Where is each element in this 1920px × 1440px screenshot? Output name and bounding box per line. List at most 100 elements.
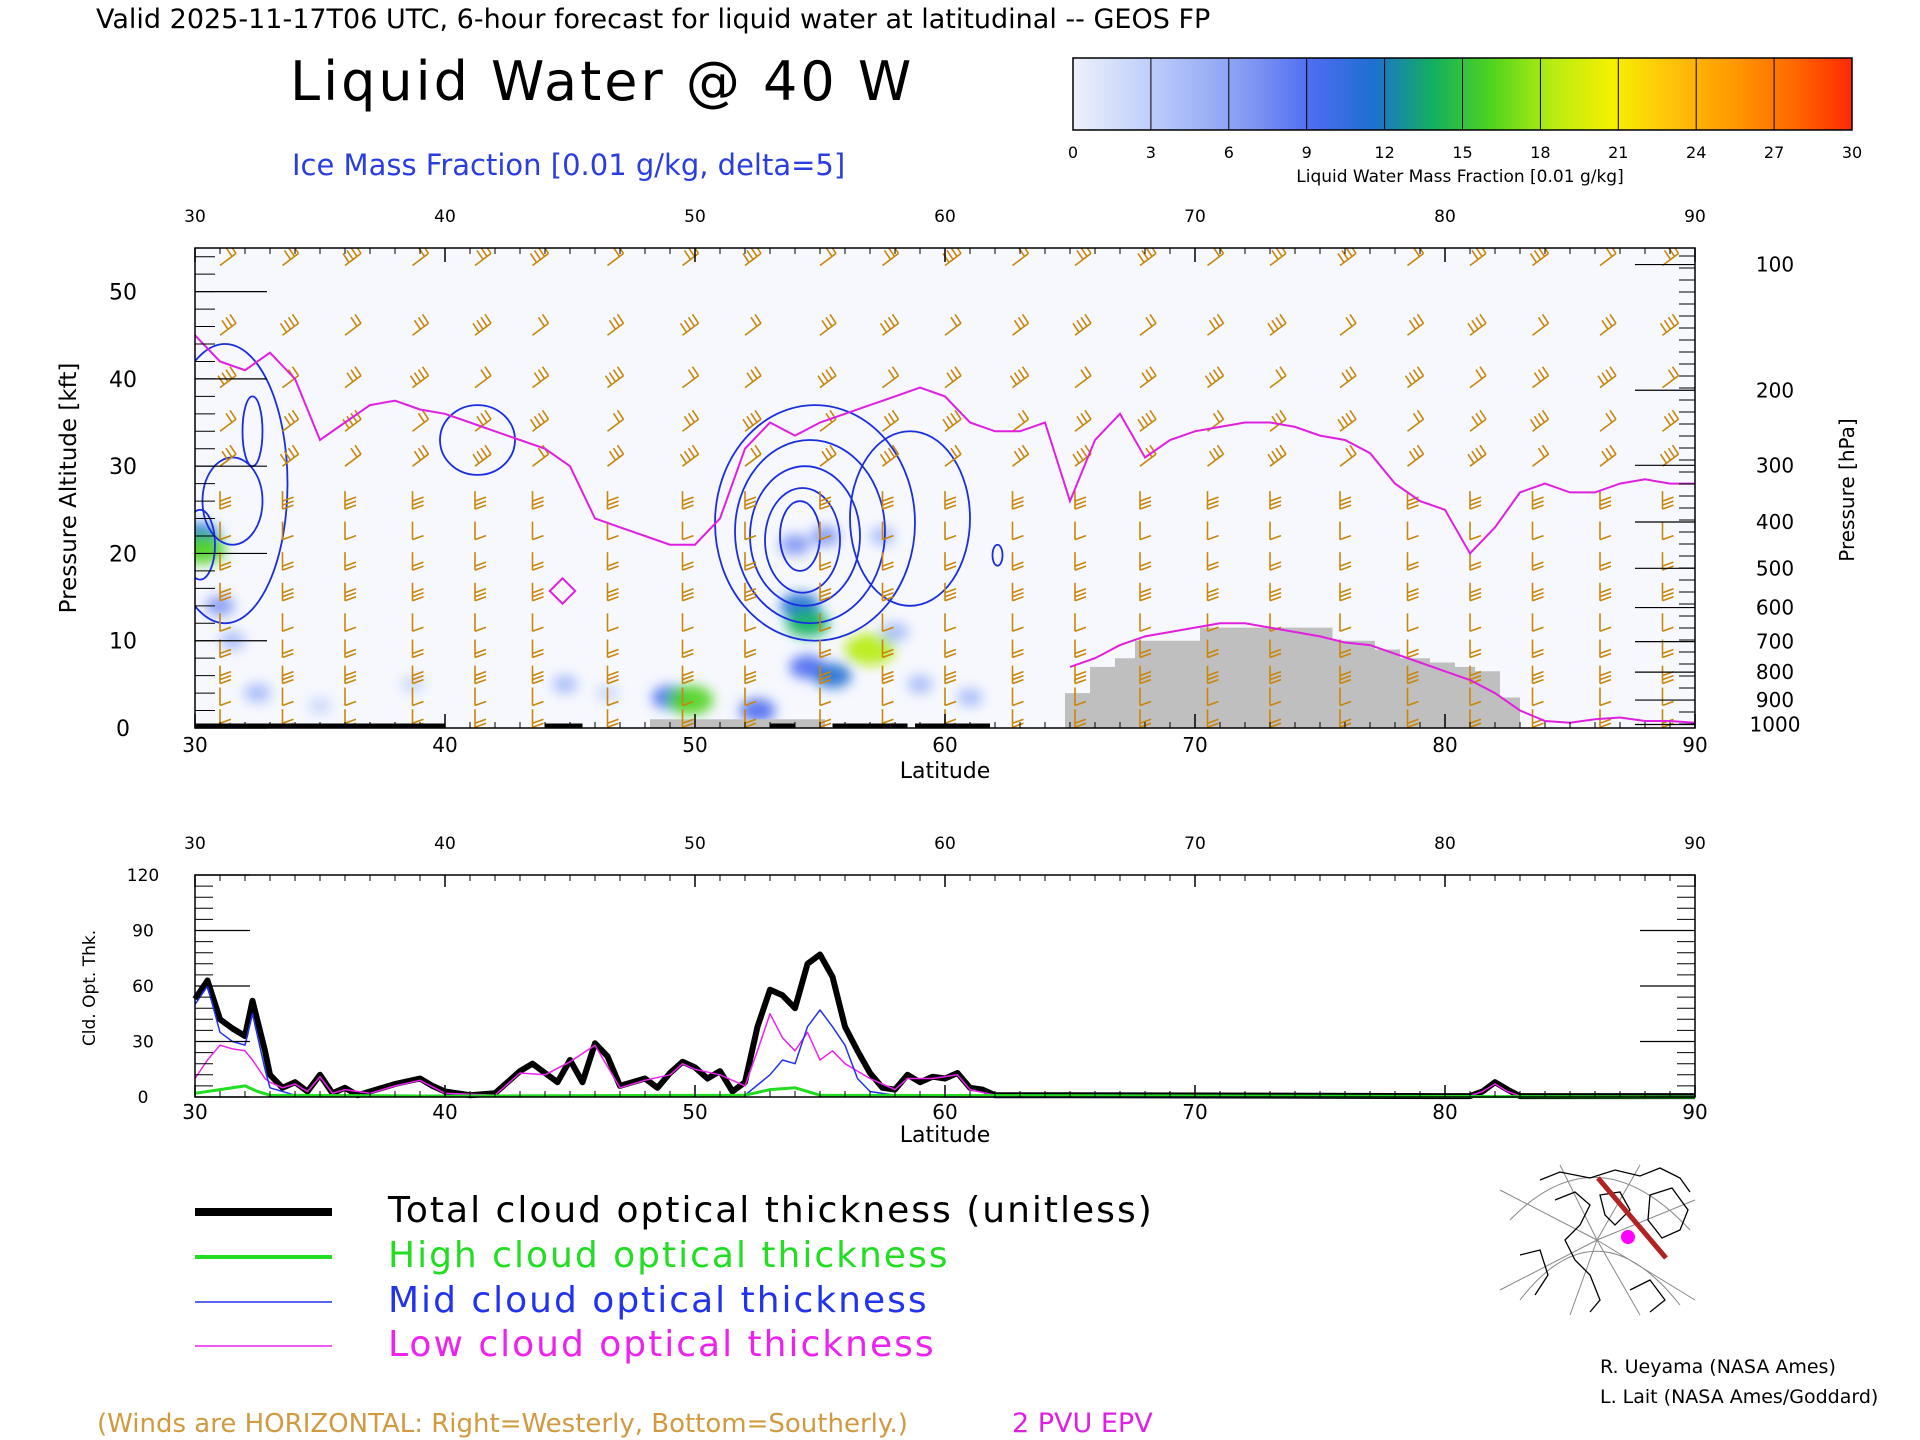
wind-barb (1269, 687, 1282, 707)
wind-barb (1531, 687, 1544, 707)
wind-barb (1406, 491, 1419, 510)
wind-barb (1269, 491, 1282, 510)
wind-barb (1337, 248, 1357, 267)
wind-barb (1599, 665, 1612, 685)
wind-barb (881, 552, 894, 571)
wind-barb (1206, 613, 1219, 633)
wind-barb (409, 366, 430, 389)
ice-contour (439, 404, 516, 476)
bottom-xlabel: Latitude (900, 1123, 991, 1148)
wind-barb (1206, 687, 1219, 707)
wind-barb (279, 444, 300, 467)
wind-barb (1011, 639, 1024, 659)
wind-barb (744, 491, 757, 510)
wind-barb (606, 521, 619, 541)
wind-barb (1339, 582, 1352, 602)
wind-barb (1406, 687, 1419, 707)
liquid-water-blob (810, 526, 840, 546)
wind-barb (281, 687, 294, 707)
pressure-tick-label: 600 (1756, 596, 1794, 620)
wind-barb (1011, 521, 1024, 541)
wind-barb (1267, 444, 1287, 467)
wind-barb (1139, 444, 1157, 467)
wind-barb (1074, 491, 1087, 510)
wind-barb (606, 687, 619, 707)
wind-barb (1532, 313, 1550, 336)
wind-barb (1406, 639, 1419, 659)
x-tick-label-top: 80 (1434, 834, 1456, 854)
epv-line-lower (1069, 622, 1695, 724)
wind-barb (819, 665, 832, 685)
wind-barb (1662, 366, 1680, 389)
top-ylabel: Pressure Altitude [kft] (56, 363, 82, 614)
wind-barb (1011, 491, 1024, 510)
liquid-water-blob (205, 595, 235, 616)
wind-barb (1661, 582, 1674, 602)
wind-barb (1597, 366, 1617, 389)
wind-barb (532, 366, 550, 389)
wind-barb (1339, 665, 1352, 685)
wind-barb (531, 552, 544, 571)
wind-barb (1659, 444, 1680, 467)
wind-barb (681, 582, 694, 602)
pressure-tick-label: 900 (1756, 688, 1794, 712)
x-tick-label: 80 (1432, 733, 1457, 757)
wind-barb (681, 687, 694, 707)
wind-barb (606, 582, 619, 602)
wind-barb (1531, 665, 1544, 685)
wind-barb (1404, 366, 1425, 389)
epv-marker (548, 576, 577, 606)
wind-barb (342, 248, 362, 267)
wind-barb (944, 639, 957, 659)
wind-barb (1531, 582, 1544, 602)
wind-barb (1139, 521, 1152, 541)
wind-barb (944, 613, 957, 633)
x-tick-label-top: 40 (434, 207, 456, 227)
wind-barb (1661, 613, 1674, 633)
wind-barb (217, 366, 237, 389)
wind-barbs (217, 248, 1680, 728)
wind-barb (1204, 366, 1225, 389)
liquid-water-blob (244, 683, 271, 703)
liquid-water-field (195, 523, 983, 723)
wind-barb (1012, 313, 1030, 336)
wind-barb (1012, 409, 1030, 432)
wind-barb (819, 313, 837, 336)
colorbar-tick-label: 30 (1842, 143, 1862, 162)
legend-label-mid: Mid cloud optical thickness (388, 1280, 929, 1321)
wind-barb (531, 582, 544, 602)
wind-barb (1269, 582, 1282, 602)
wind-barb (1407, 409, 1425, 432)
wind-barb (1139, 491, 1152, 510)
wind-barb (881, 665, 894, 685)
liquid-water-blob (779, 534, 811, 556)
wind-barb (474, 409, 492, 432)
wind-barb (606, 552, 619, 571)
wind-barb (1469, 491, 1482, 510)
x-tick-label: 60 (932, 1100, 957, 1124)
pressure-tick-label: 1000 (1750, 713, 1801, 737)
x-tick-label: 50 (682, 733, 707, 757)
x-tick-label: 30 (182, 1100, 207, 1124)
wind-barb (819, 613, 832, 633)
map-transect-line (1596, 1176, 1668, 1260)
y-tick-label: 10 (109, 630, 137, 655)
ice-contour (849, 430, 971, 607)
wind-barb (411, 491, 424, 510)
wind-barb (344, 639, 357, 659)
x-tick-label-top: 60 (934, 834, 956, 854)
wind-barb (1661, 665, 1674, 685)
wind-barb (606, 639, 619, 659)
top-xlabel: Latitude (900, 759, 991, 784)
wind-barb (1207, 313, 1225, 336)
wind-barb (474, 639, 487, 659)
wind-barb (607, 409, 625, 432)
colorbar-tick-label: 3 (1146, 143, 1156, 162)
wind-barb (744, 687, 757, 707)
wind-barb (819, 521, 832, 541)
y-tick-label: 0 (116, 717, 130, 742)
credit-2: L. Lait (NASA Ames/Goddard) (1600, 1386, 1878, 1408)
wind-barb (681, 552, 694, 571)
wind-barb (1529, 409, 1550, 432)
wind-barb (944, 444, 962, 467)
